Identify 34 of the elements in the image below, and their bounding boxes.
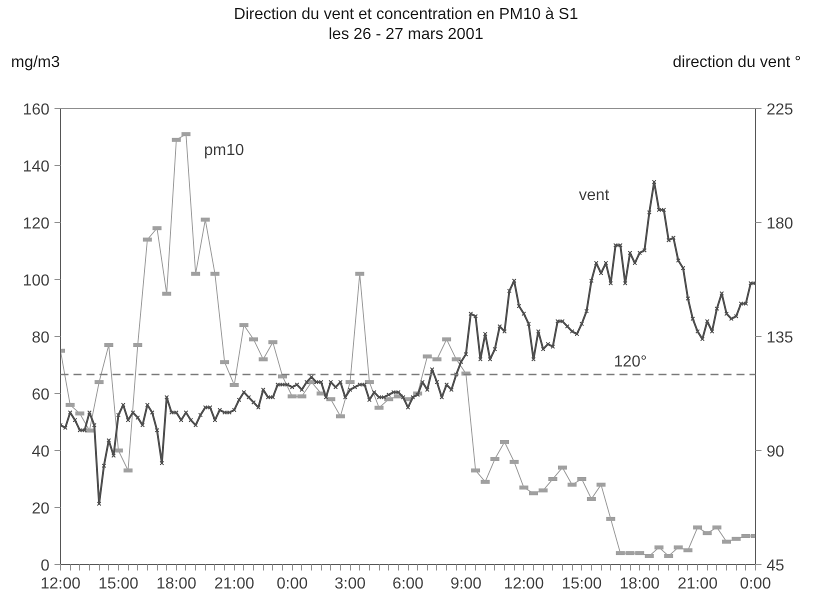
x-tick-label: 15:00 bbox=[562, 576, 602, 592]
y-tick-label: 160 bbox=[22, 102, 50, 118]
y-tick-label: 140 bbox=[22, 158, 50, 176]
y-axis-title: mg/m3 bbox=[11, 53, 60, 73]
x-tick-label: 15:00 bbox=[98, 576, 139, 592]
y-tick-label: 60 bbox=[32, 386, 50, 404]
ref-line-label: 120° bbox=[614, 354, 647, 370]
x-tick-label: 18:00 bbox=[156, 576, 196, 592]
y-tick-label: 120 bbox=[22, 216, 50, 232]
x-tick-label: 21:00 bbox=[214, 576, 254, 592]
y-tick-label: 100 bbox=[22, 272, 50, 290]
x-tick-label: 12:00 bbox=[40, 576, 81, 592]
y-tick-label: 20 bbox=[32, 500, 50, 518]
x-tick-label: 9:00 bbox=[450, 576, 482, 592]
series-label: pm10 bbox=[204, 142, 244, 160]
x-tick-label: 0:00 bbox=[740, 576, 772, 592]
text: vent bbox=[578, 186, 610, 204]
x-tick-label: 6:00 bbox=[392, 576, 424, 592]
x-tick-label: 21:00 bbox=[678, 576, 718, 592]
y2-tick-label: 45 bbox=[766, 558, 784, 574]
y2-axis-title: direction du vent ° bbox=[672, 53, 801, 73]
y-tick-label: 40 bbox=[32, 444, 50, 460]
x-tick-label: 3:00 bbox=[334, 576, 366, 592]
x-tick-label: 0:00 bbox=[276, 576, 308, 592]
y-tick-label: 80 bbox=[32, 330, 50, 346]
y2-tick-label: 90 bbox=[766, 444, 784, 460]
x-tick-label: 18:00 bbox=[620, 576, 660, 592]
x-tick-label: 12:00 bbox=[504, 576, 544, 592]
chart-subtitle: les 26 - 27 mars 2001 bbox=[328, 25, 484, 45]
chart-title: Direction du vent et concentration en PM10 à S1 bbox=[232, 5, 580, 25]
y2-tick-label: 225 bbox=[766, 102, 794, 118]
y-tick-label: 0 bbox=[40, 558, 50, 574]
y2-tick-label: 135 bbox=[766, 330, 794, 346]
y2-tick-label: 180 bbox=[766, 216, 794, 232]
